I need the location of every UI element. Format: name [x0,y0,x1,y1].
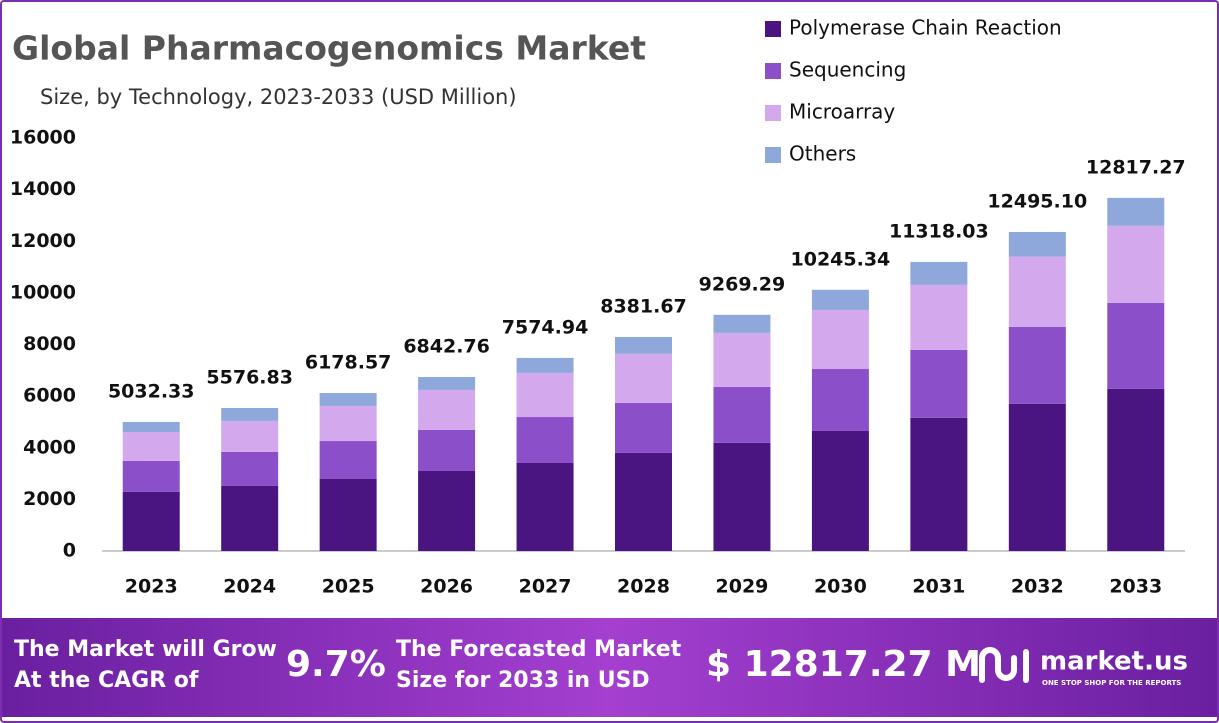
bar-segment [910,349,968,418]
total-label: 6178.57 [305,352,392,374]
bar-segment [418,429,476,471]
bar-segment [1107,388,1165,551]
brand-logo [979,647,1029,683]
bar-segment [122,432,180,461]
total-label: 5576.83 [206,366,293,388]
bar-segment [221,407,279,421]
bar-segment [811,430,869,551]
bar-segment [122,460,180,492]
total-label: 10245.34 [791,248,891,270]
y-tick-label: 14000 [10,178,76,200]
bar-segment [418,470,476,551]
forecast-text: Size for 2033 in USD [396,668,650,693]
bar-segment [319,478,377,551]
x-tick-label: 2023 [125,576,178,598]
legend-label: Sequencing [789,58,906,82]
bar-segment [221,485,279,551]
x-tick-label: 2032 [1011,576,1064,598]
bar-segment [615,402,672,453]
legend-label: Others [789,142,856,166]
legend-swatch [765,147,781,163]
bar-segment [713,442,771,551]
total-label: 8381.67 [600,296,687,318]
bar-segment [713,314,771,333]
forecast-value: $ 12817.27 M [706,644,981,685]
y-tick-label: 2000 [23,488,76,510]
bar-segment [615,353,672,403]
bar-segment [910,417,968,551]
bar-segment [615,452,672,551]
bar-segment [516,462,574,551]
bar-segment [319,405,377,442]
bar-segment [122,421,180,433]
y-tick-label: 8000 [23,333,76,355]
bar-segment [1008,256,1066,327]
brand-tagline: ONE STOP SHOP FOR THE REPORTS [1042,679,1181,687]
total-label: 11318.03 [889,220,989,242]
bar-segment [910,284,968,350]
bar-segment [1008,231,1066,257]
y-tick-label: 6000 [23,385,76,407]
bar-segment [122,491,180,551]
y-tick-label: 4000 [23,436,76,458]
x-tick-label: 2028 [617,576,670,598]
x-tick-label: 2027 [519,576,572,598]
total-label: 5032.33 [108,380,195,402]
bar-segment [221,451,279,486]
bar-segment [713,332,771,387]
total-label: 12495.10 [987,190,1087,212]
cagr-text: At the CAGR of [14,668,199,693]
x-tick-label: 2029 [716,576,769,598]
bar-segment [615,337,672,354]
bar-segment [418,377,476,390]
bar-segment [221,420,279,452]
bar-segment [319,393,377,406]
legend-swatch [765,63,781,79]
bar-segment [910,261,968,285]
total-label: 7574.94 [502,316,589,338]
cagr-value: 9.7% [286,644,386,685]
legend-swatch [765,21,781,37]
chart-title: Global Pharmacogenomics Market [12,29,646,68]
bar-segment [713,386,771,443]
bar-segment [811,309,869,370]
bar-segment [516,357,574,373]
bar-segment [516,417,574,463]
chart-subtitle: Size, by Technology, 2023-2033 (USD Mill… [40,85,517,109]
bar-segment [1107,225,1165,303]
legend-label: Microarray [789,100,895,124]
x-tick-label: 2031 [912,576,965,598]
y-tick-label: 0 [63,540,76,562]
cagr-text: The Market will Grow [14,637,277,662]
bar-segment [319,441,377,479]
legend-swatch [765,105,781,121]
bar-segment [516,372,574,418]
x-tick-label: 2024 [223,576,276,598]
x-tick-label: 2033 [1109,576,1162,598]
brand-name: market.us [1040,647,1188,677]
bar-segment [418,389,476,430]
bar-segment [811,369,869,431]
forecast-text: The Forecasted Market [396,637,682,662]
bar-segment [1107,197,1165,226]
y-tick-label: 16000 [10,127,76,149]
x-tick-label: 2025 [322,576,375,598]
total-label: 6842.76 [403,336,490,358]
x-tick-label: 2030 [814,576,867,598]
total-label: 12817.27 [1086,156,1186,178]
y-tick-label: 10000 [10,281,76,303]
x-tick-label: 2026 [420,576,473,598]
bar-segment [1008,326,1066,404]
bar-segment [1107,302,1165,389]
legend-label: Polymerase Chain Reaction [789,16,1062,40]
total-label: 9269.29 [699,273,786,295]
y-tick-label: 12000 [10,230,76,252]
bar-segment [811,289,869,310]
bar-segment [1008,403,1066,551]
